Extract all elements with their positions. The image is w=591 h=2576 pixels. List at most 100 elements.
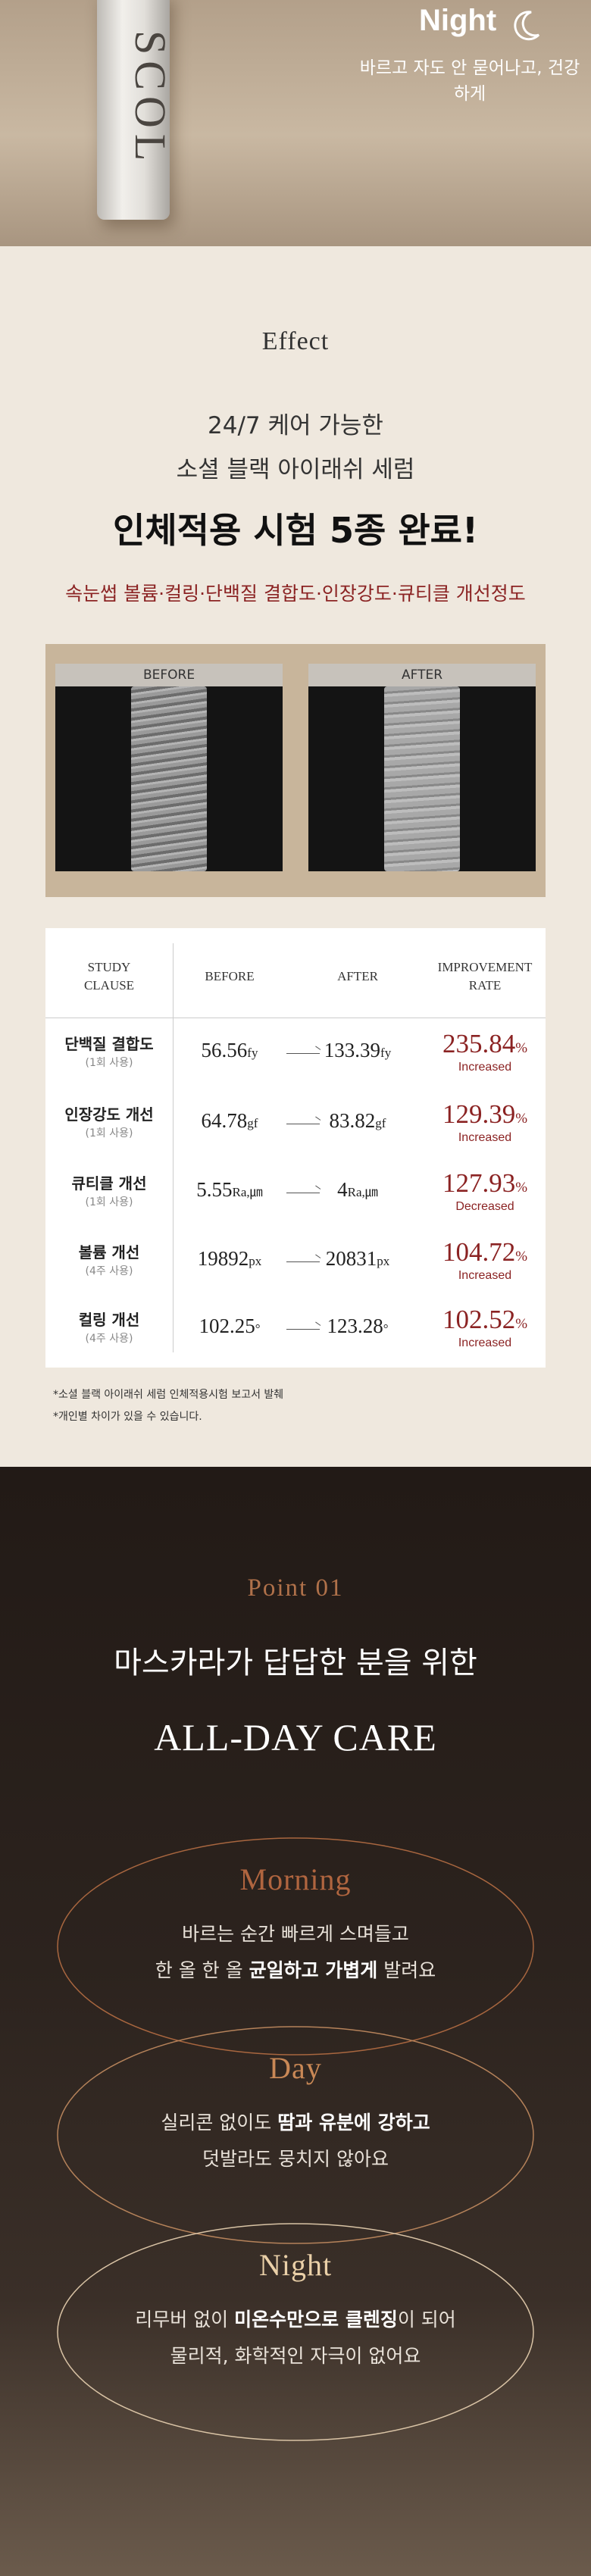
value: 5.55: [196, 1178, 233, 1201]
before-value: 56.56fy: [169, 1039, 290, 1062]
rate-direction: Increased: [458, 1061, 512, 1074]
footnote: *소셜 블랙 아이래쉬 세럼 인체적용시험 보고서 발췌: [53, 1389, 284, 1401]
before-value: 64.78gf: [169, 1109, 290, 1133]
unit: %: [515, 1180, 528, 1196]
point-title: 마스카라가 답답한 분을 위한: [114, 1646, 477, 1680]
row-period: (1회 사용): [85, 1057, 133, 1069]
value: 129.39: [442, 1099, 516, 1129]
banner-title: Night: [419, 4, 497, 37]
footnote: *개인별 차이가 있을 수 있습니다.: [53, 1411, 202, 1423]
care-time: Morning: [239, 1862, 352, 1896]
rate-value: 127.93%: [417, 1168, 553, 1199]
row-name: 큐티클 개선: [71, 1174, 147, 1193]
value: 102.52: [442, 1305, 516, 1334]
text: 덧발라도 뭉치지 않아요: [202, 2148, 389, 2170]
after-panel: AFTER: [308, 664, 536, 871]
after-value: 20831px: [297, 1247, 418, 1271]
rate-direction: Decreased: [455, 1200, 514, 1213]
unit: °: [255, 1321, 261, 1336]
rate-value: 102.52%: [417, 1305, 553, 1335]
unit: gf: [375, 1116, 386, 1130]
rate-direction: Increased: [458, 1269, 512, 1282]
unit: %: [515, 1249, 528, 1265]
product-text: SCOL: [126, 30, 175, 167]
hair-image: [384, 686, 460, 871]
hair-image: [131, 686, 207, 871]
value: 64.78: [201, 1109, 248, 1132]
before-value: 19892px: [169, 1247, 290, 1271]
rate-value: 129.39%: [417, 1099, 553, 1130]
care-line: 덧발라도 뭉치지 않아요: [0, 2144, 591, 2171]
intro-line: 24/7 케어 가능한: [208, 412, 383, 439]
rate-direction: Increased: [458, 1336, 512, 1349]
row-name: 컬링 개선: [78, 1311, 140, 1329]
value: 20831: [325, 1247, 377, 1270]
test-items: 속눈썹 볼륨·컬링·단백질 결합도·인장강도·큐티클 개선정도: [65, 583, 526, 605]
before-value: 5.55Ra,㎛: [169, 1178, 290, 1202]
care-time: Night: [258, 2248, 333, 2282]
column-header: BEFORE: [161, 968, 298, 986]
panel-label: AFTER: [308, 664, 536, 686]
header-text: STUDY: [87, 960, 131, 974]
column-header: AFTER: [289, 968, 426, 986]
care-line: 리무버 없이 미온수만으로 클렌징이 되어: [0, 2305, 591, 2332]
unit: °: [383, 1321, 389, 1336]
hero-banner: SCOL Night 바르고 자도 안 묻어나고, 건강하게: [0, 0, 591, 246]
value: 4: [337, 1178, 348, 1201]
after-value: 4Ra,㎛: [297, 1178, 418, 1202]
care-line: 바르는 순간 빠르게 스며들고: [0, 1919, 591, 1946]
header-text: CLAUSE: [83, 978, 135, 993]
rate-value: 235.84%: [417, 1029, 553, 1059]
unit: %: [515, 1040, 528, 1056]
value: 56.56: [201, 1039, 248, 1061]
header-text: AFTER: [337, 969, 378, 983]
effect-headline: 인체적용 시험 5종 완료!: [113, 510, 478, 551]
care-line: 실리콘 없이도 땀과 유분에 강하고: [0, 2108, 591, 2135]
care-time: Day: [269, 2051, 322, 2085]
unit: Ra,㎛: [232, 1185, 263, 1199]
text: 바르는 순간 빠르게 스며들고: [182, 1923, 409, 1945]
rate-value: 104.72%: [417, 1237, 553, 1268]
value: 83.82: [329, 1109, 376, 1132]
unit: px: [249, 1254, 262, 1268]
before-value: 102.25°: [169, 1315, 290, 1338]
before-panel: BEFORE: [55, 664, 283, 871]
section-label: Effect: [261, 327, 330, 355]
text: 실리콘 없이도: [161, 2112, 278, 2134]
header-text: IMPROVEMENT: [437, 960, 533, 974]
row-period: (1회 사용): [85, 1127, 133, 1140]
header-text: BEFORE: [205, 969, 255, 983]
value: 102.25: [199, 1315, 255, 1337]
after-value: 133.39fy: [297, 1039, 418, 1062]
moon-icon: [514, 11, 540, 41]
panel-label: BEFORE: [55, 664, 283, 686]
ellipse-decor: [57, 1837, 534, 2441]
arrow: [286, 1329, 320, 1330]
value: 133.39: [324, 1039, 381, 1061]
column-divider: [173, 943, 174, 1352]
row-name: 인장강도 개선: [64, 1105, 154, 1124]
unit: %: [515, 1111, 528, 1127]
product-tube: [97, 0, 170, 220]
comparison-images: BEFORE AFTER: [45, 644, 546, 897]
row-period: (1회 사용): [85, 1196, 133, 1208]
text: 발려요: [377, 1959, 436, 1981]
arrow: [286, 1053, 320, 1054]
rate-direction: Increased: [458, 1131, 512, 1144]
emphasis: 미온수만으로 클렌징: [234, 2309, 398, 2331]
value: 19892: [197, 1247, 249, 1270]
row-name: 단백질 결합도: [64, 1035, 154, 1053]
unit: fy: [247, 1046, 258, 1060]
emphasis: 땀과 유분에 강하고: [277, 2112, 430, 2134]
after-value: 83.82gf: [297, 1109, 418, 1133]
care-line: 물리적, 화학적인 자극이 없어요: [0, 2341, 591, 2368]
point-section: Point 01 마스카라가 답답한 분을 위한 ALL-DAY CARE Morni…: [0, 1467, 591, 2576]
unit: px: [377, 1254, 390, 1268]
row-period: (4주 사용): [85, 1333, 133, 1345]
value: 104.72: [442, 1237, 516, 1267]
after-value: 123.28°: [297, 1315, 418, 1338]
text: 물리적, 화학적인 자극이 없어요: [170, 2345, 421, 2367]
row-period: (4주 사용): [85, 1265, 133, 1277]
